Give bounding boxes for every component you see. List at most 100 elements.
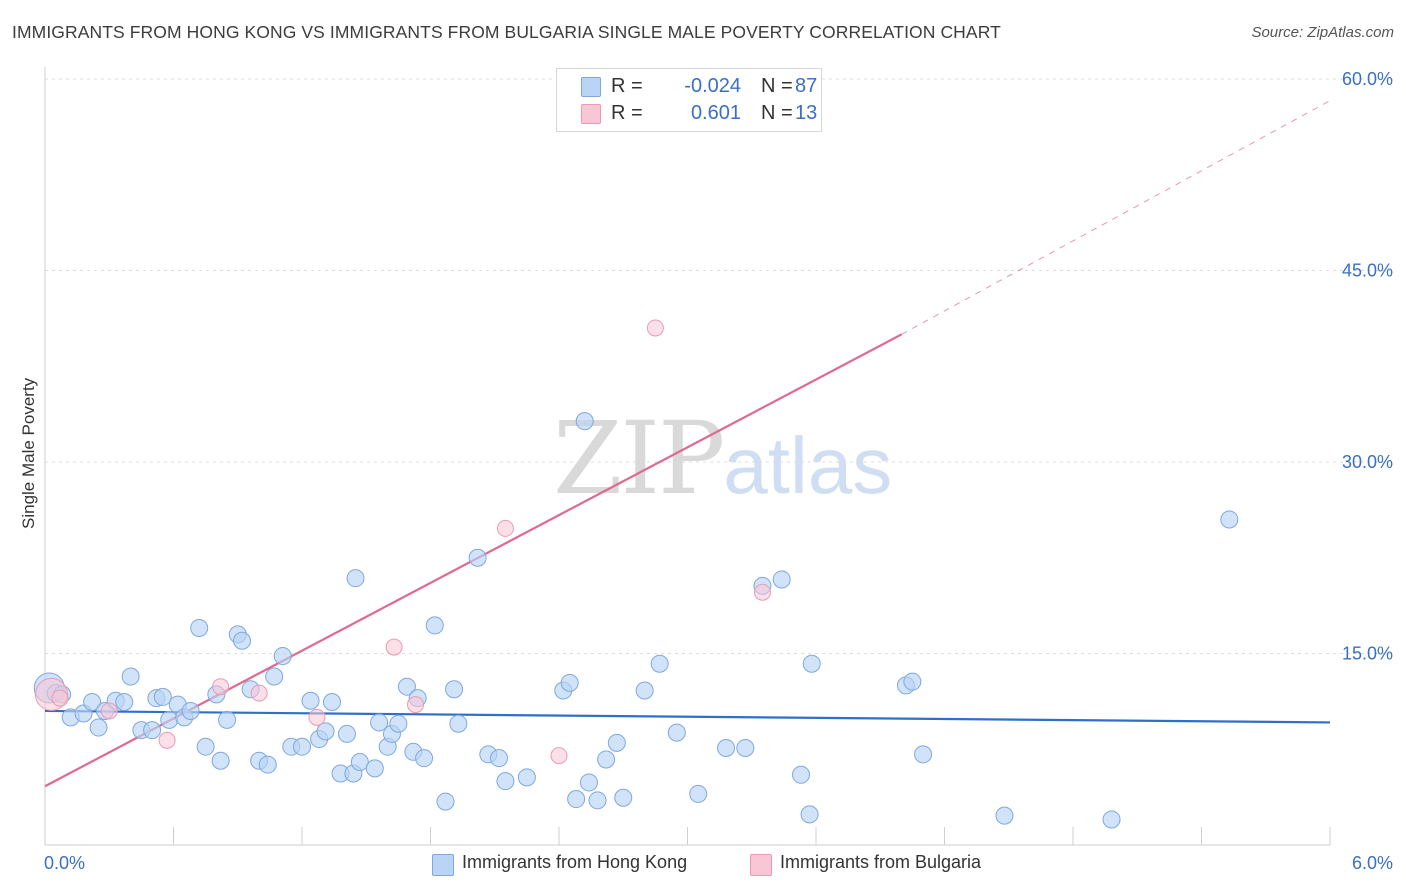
point-bulgaria (646, 319, 664, 337)
point-bulgaria (212, 678, 230, 696)
point-hong-kong (337, 724, 356, 743)
legend-n-label: N = (761, 75, 793, 97)
point-hong-kong (273, 647, 292, 666)
point-hong-kong (121, 667, 140, 686)
legend-r-value: -0.024 (684, 75, 741, 97)
point-hong-kong (588, 791, 607, 810)
point-hong-kong (89, 718, 108, 737)
y-tick-label: 60.0% (1342, 69, 1393, 89)
point-hong-kong (468, 548, 487, 567)
point-bulgaria (100, 702, 118, 720)
point-hong-kong (575, 412, 594, 431)
point-hong-kong (650, 654, 669, 673)
point-hong-kong (218, 710, 237, 729)
point-hong-kong (83, 693, 102, 712)
point-hong-kong (449, 714, 468, 733)
y-tick-label: 30.0% (1342, 452, 1393, 472)
legend-n-value: 13 (795, 102, 818, 124)
tick-labels: 15.0% 30.0% 45.0% 60.0% 0.0% 6.0% (44, 69, 1393, 873)
point-bulgaria (550, 747, 568, 765)
source-credit: Source: ZipAtlas.com (1251, 24, 1394, 41)
correlation-legend: R = -0.024 N = 87 R = 0.601 N = 13 (556, 68, 822, 132)
bottom-legend-swatch-hong-kong (432, 854, 454, 876)
point-hong-kong (607, 733, 626, 752)
point-bulgaria (753, 583, 771, 601)
point-hong-kong (389, 714, 408, 733)
point-hong-kong (196, 737, 215, 756)
point-hong-kong (445, 680, 464, 699)
legend-swatch-hong-kong (581, 77, 601, 97)
point-hong-kong (160, 710, 179, 729)
bottom-legend-label: Immigrants from Bulgaria (780, 852, 982, 872)
trend-line-bulgaria-extension (901, 100, 1331, 335)
point-hong-kong (115, 693, 134, 712)
point-hong-kong (265, 667, 284, 686)
legend-r-label: R = (611, 102, 643, 124)
point-hong-kong (365, 759, 384, 778)
point-hong-kong (181, 701, 200, 720)
legend-r-value: 0.601 (690, 102, 741, 124)
bottom-legend-label: Immigrants from Hong Kong (462, 852, 688, 872)
point-hong-kong (517, 768, 536, 787)
point-hong-kong (436, 792, 455, 811)
point-hong-kong (689, 784, 708, 803)
point-hong-kong (496, 772, 515, 791)
point-hong-kong (995, 806, 1014, 825)
point-hong-kong (293, 737, 311, 756)
point-hong-kong (1102, 810, 1121, 829)
point-bulgaria (385, 638, 403, 656)
point-hong-kong (667, 723, 686, 742)
y-tick-label: 15.0% (1342, 644, 1393, 664)
legend-n-label: N = (761, 102, 793, 124)
point-hong-kong (153, 687, 172, 706)
point-hong-kong (597, 750, 616, 769)
legend-swatch-bulgaria (581, 104, 601, 124)
y-tick-label: 45.0% (1342, 261, 1393, 281)
point-hong-kong (346, 569, 365, 588)
x-tick-label: 0.0% (44, 853, 85, 873)
point-hong-kong (567, 790, 586, 809)
point-hong-kong (190, 618, 209, 637)
point-hong-kong (914, 745, 933, 764)
point-bulgaria (250, 684, 268, 702)
point-hong-kong (316, 722, 335, 741)
point-bulgaria (158, 731, 176, 749)
point-hong-kong (258, 755, 277, 774)
trend-lines (44, 100, 1331, 788)
grid-lines (45, 78, 1392, 654)
point-bulgaria (407, 696, 425, 714)
point-hong-kong (322, 693, 341, 712)
point-hong-kong (490, 749, 509, 768)
point-hong-kong (717, 738, 736, 757)
legend-n-value: 87 (795, 75, 818, 97)
point-hong-kong (397, 677, 416, 696)
chart-title: IMMIGRANTS FROM HONG KONG VS IMMIGRANTS … (12, 22, 1001, 42)
data-points (33, 319, 1239, 829)
point-hong-kong (802, 654, 821, 673)
trend-line-hong-kong (44, 709, 1331, 724)
point-hong-kong (350, 753, 369, 772)
point-hong-kong (560, 673, 579, 692)
point-hong-kong (903, 672, 922, 691)
point-hong-kong (579, 773, 598, 792)
y-axis-label: Single Male Poverty (19, 377, 38, 529)
point-hong-kong (211, 751, 230, 770)
point-hong-kong (614, 788, 633, 807)
point-hong-kong (415, 749, 434, 768)
watermark-atlas: atlas (723, 421, 893, 510)
point-bulgaria (496, 519, 514, 537)
point-hong-kong (370, 713, 389, 732)
point-hong-kong (301, 691, 320, 710)
point-hong-kong (425, 616, 444, 635)
point-hong-kong (635, 681, 654, 700)
point-hong-kong (792, 765, 811, 784)
legend-r-label: R = (611, 75, 643, 97)
point-hong-kong (233, 631, 252, 650)
point-hong-kong (736, 738, 755, 757)
point-hong-kong (1220, 510, 1239, 529)
axes (44, 67, 1331, 846)
point-bulgaria (51, 689, 69, 707)
x-tick-label: 6.0% (1352, 853, 1393, 873)
watermark: ZIPatlas (553, 400, 892, 517)
